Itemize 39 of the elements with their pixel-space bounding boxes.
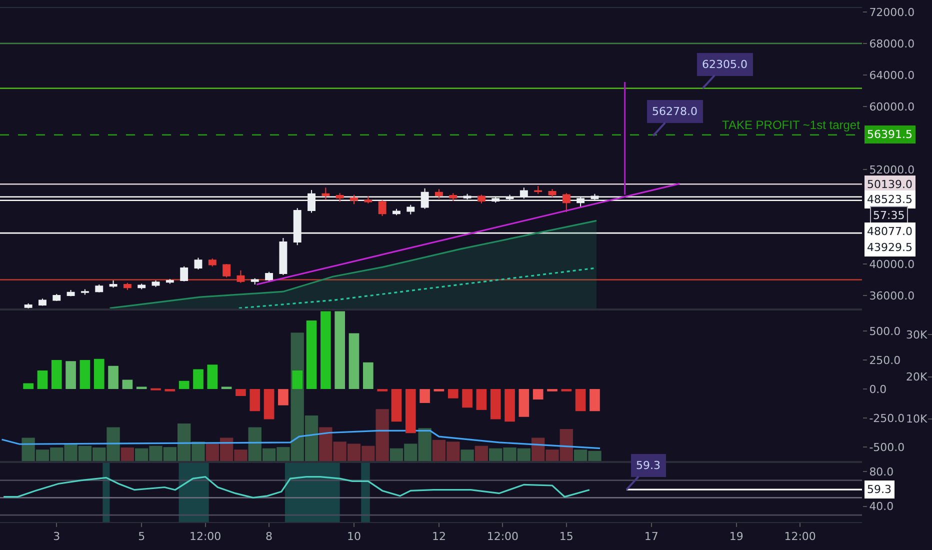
y-tick-label: 72000.0 xyxy=(869,6,915,19)
x-tick-label: 12:00 xyxy=(486,530,519,544)
x-tick-label: 12:00 xyxy=(189,530,222,544)
x-tick-label: 19 xyxy=(729,530,744,544)
y-tick-label: 68000.0 xyxy=(869,37,915,50)
y-tick-label: 500.0 xyxy=(869,324,901,338)
annotation: 56278.0 xyxy=(652,105,698,118)
annotation: TAKE PROFIT ~1st target xyxy=(722,118,861,132)
ref-line-label: 48523.5 xyxy=(867,193,912,206)
y-tick-label: 60000.0 xyxy=(869,100,915,114)
y-tick-label: 40.0 xyxy=(869,500,894,514)
y2-tick-label: 10K xyxy=(906,412,928,426)
y-tick-label: -250.0 xyxy=(869,412,905,425)
y-tick-label: 64000.0 xyxy=(869,68,915,82)
ref-line-label: 56391.5 xyxy=(867,128,912,141)
data-label: 59.3 xyxy=(867,483,892,496)
y-tick-label: 36000.0 xyxy=(869,289,915,302)
y2-tick-label: 20K xyxy=(906,370,928,384)
x-tick-label: 17 xyxy=(644,530,658,544)
x-tick-label: 10 xyxy=(347,530,361,544)
y2-tick-label: 30K xyxy=(906,328,928,342)
y-tick-label: 250.0 xyxy=(869,354,901,367)
x-tick-label: 15 xyxy=(559,530,574,544)
y-tick-label: -500.0 xyxy=(869,440,905,454)
annotation: 59.3 xyxy=(636,459,660,472)
y-tick-label: 40000.0 xyxy=(869,258,915,271)
y-tick-label: 80.0 xyxy=(869,465,894,478)
y-tick-label: 0.0 xyxy=(869,382,887,396)
ref-line-label: 50139.0 xyxy=(867,178,912,191)
y-tick-label: 52000.0 xyxy=(869,163,915,176)
x-tick-label: 3 xyxy=(53,530,60,544)
legend-label: 43929.5 xyxy=(867,241,912,254)
x-tick-label: 8 xyxy=(266,530,273,544)
x-tick-label: 12:00 xyxy=(784,530,816,544)
ref-line-label: 48077.0 xyxy=(867,225,912,238)
annotation: 62305.0 xyxy=(702,58,748,71)
x-tick-label: 12 xyxy=(432,530,446,544)
text: 57:35 xyxy=(873,209,905,222)
x-tick-label: 5 xyxy=(138,530,146,544)
